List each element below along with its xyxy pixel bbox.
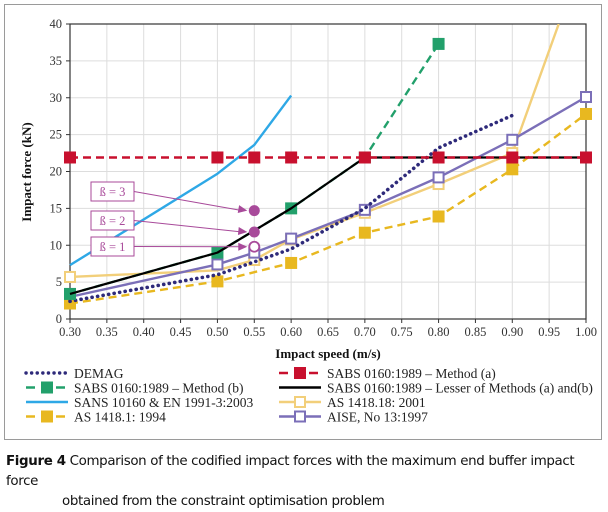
figure-caption: Figure 4 Comparison of the codified impa… <box>6 452 606 512</box>
y-tick-label: 40 <box>50 17 63 31</box>
data-point <box>434 172 444 182</box>
data-point <box>433 210 445 222</box>
arrow-head-icon <box>238 227 247 235</box>
legend-swatch-marker <box>295 397 305 407</box>
x-tick-label: 0.40 <box>133 325 155 339</box>
data-point <box>285 257 297 269</box>
x-tick-label: 0.75 <box>391 325 413 339</box>
legend-label: DEMAG <box>74 366 124 381</box>
caption-text-line2: obtained from the constraint optimisatio… <box>6 492 606 512</box>
annotation-leader <box>134 221 242 232</box>
x-tick-label: 0.45 <box>170 325 192 339</box>
annotation-beta-1: ß = 1 <box>91 237 259 256</box>
legend-swatch-marker <box>295 412 305 422</box>
data-point <box>580 108 592 120</box>
legend-swatch-marker <box>41 382 53 394</box>
data-point <box>211 151 223 163</box>
x-tick-label: 0.95 <box>538 325 560 339</box>
x-tick-label: 0.65 <box>317 325 339 339</box>
data-point <box>359 151 371 163</box>
x-tick-label: 1.00 <box>575 325 597 339</box>
legend-item-sabs-0160-1989-method-a: SABS 0160:1989 – Method (a) <box>279 366 496 381</box>
x-axis-label: Impact speed (m/s) <box>275 346 380 361</box>
legend-label: AISE, No 13:1997 <box>327 410 428 425</box>
annotation-leader <box>134 192 242 211</box>
data-point <box>506 163 518 175</box>
legend-item-demag: DEMAG <box>26 366 124 381</box>
x-tick-label: 0.85 <box>464 325 486 339</box>
y-tick-label: 30 <box>50 91 63 105</box>
x-tick-label: 0.70 <box>354 325 376 339</box>
data-point <box>248 151 260 163</box>
data-point <box>581 92 591 102</box>
x-tick-label: 0.90 <box>501 325 523 339</box>
data-point <box>212 259 222 269</box>
annotation-label: ß = 2 <box>100 214 126 228</box>
legend-label: SANS 10160 & EN 1991-3:2003 <box>74 395 254 410</box>
x-tick-label: 0.80 <box>428 325 450 339</box>
data-point <box>286 234 296 244</box>
y-tick-label: 15 <box>50 201 63 215</box>
annotation-point <box>249 242 259 252</box>
x-tick-label: 0.55 <box>243 325 265 339</box>
legend-item-sabs-0160-1989-method-b: SABS 0160:1989 – Method (b) <box>26 381 244 396</box>
y-tick-label: 35 <box>50 54 63 68</box>
data-point <box>359 227 371 239</box>
y-tick-label: 20 <box>50 165 63 179</box>
legend-item-as-1418-18-2001: AS 1418.18: 2001 <box>279 395 426 410</box>
chart: 0.30 0.35 0.40 0.45 0.50 0.55 0.60 0.65 0.70 0.75… <box>0 0 608 445</box>
annotation-point <box>249 226 260 237</box>
arrow-head-icon <box>238 205 248 213</box>
y-tick-label: 0 <box>56 312 62 326</box>
x-tick-label: 0.35 <box>96 325 118 339</box>
caption-label: Figure 4 <box>6 454 66 469</box>
y-tick-label: 10 <box>50 238 63 252</box>
y-axis-label: Impact force (kN) <box>19 122 34 221</box>
data-point <box>507 135 517 145</box>
legend-label: AS 1418.1: 1994 <box>74 410 166 425</box>
x-tick-label: 0.50 <box>206 325 228 339</box>
legend-swatch-marker <box>294 367 306 379</box>
annotation-label: ß = 1 <box>100 240 126 254</box>
data-point <box>506 151 518 163</box>
legend-swatch-marker <box>41 411 53 423</box>
legend-item-sabs-0160-1989-lesser-of-methods-a-and-b: SABS 0160:1989 – Lesser of Methods (a) a… <box>279 381 593 396</box>
annotation-point <box>249 205 260 216</box>
legend-item-sans-10160-en-1991-3-2003: SANS 10160 & EN 1991-3:2003 <box>26 395 254 410</box>
legend-label: AS 1418.18: 2001 <box>327 395 426 410</box>
data-point <box>64 151 76 163</box>
legend-label: SABS 0160:1989 – Method (a) <box>327 366 496 381</box>
legend-label: SABS 0160:1989 – Lesser of Methods (a) a… <box>327 381 593 396</box>
legend-item-as-1418-1-1994: AS 1418.1: 1994 <box>26 410 166 425</box>
arrow-head-icon <box>238 243 247 251</box>
data-point <box>65 272 75 282</box>
y-tick-label: 25 <box>50 128 63 142</box>
x-tick-label: 0.30 <box>59 325 81 339</box>
caption-text-line1: Comparison of the codified impact forces… <box>6 454 574 489</box>
annotation-beta-2: ß = 2 <box>91 211 260 237</box>
data-point <box>580 151 592 163</box>
data-point <box>285 151 297 163</box>
annotation-label: ß = 3 <box>100 185 126 199</box>
legend-item-aise-no-13-1997: AISE, No 13:1997 <box>279 410 428 425</box>
legend-label: SABS 0160:1989 – Method (b) <box>74 381 244 396</box>
y-tick-label: 5 <box>56 275 62 289</box>
x-tick-label: 0.60 <box>280 325 302 339</box>
data-point <box>433 38 445 50</box>
data-point <box>433 151 445 163</box>
